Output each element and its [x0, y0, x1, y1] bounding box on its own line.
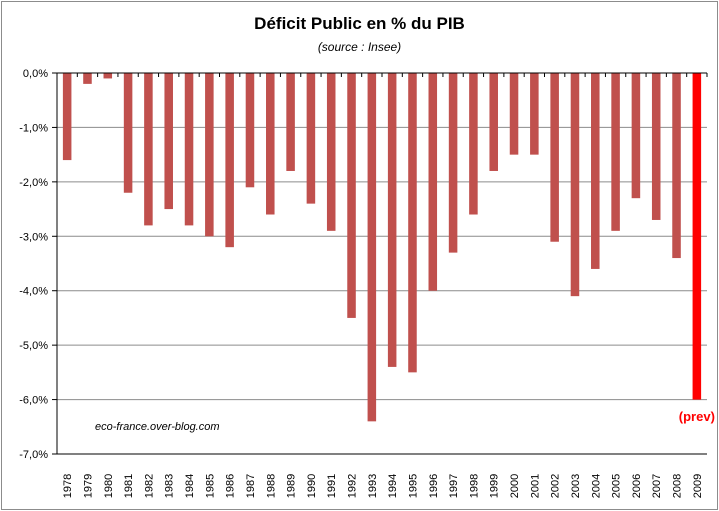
x-tick-label: 1993 — [367, 474, 379, 498]
chart-subtitle: (source : Insee) — [317, 40, 402, 54]
y-tick-label: 0,0% — [23, 68, 48, 80]
x-tick-label: 1984 — [184, 474, 196, 498]
x-tick-label: 2004 — [590, 474, 602, 498]
bar — [550, 73, 559, 242]
bar — [225, 73, 234, 248]
bar — [672, 73, 681, 259]
y-tick-label: -2,0% — [19, 177, 48, 189]
bar — [469, 73, 478, 215]
x-tick-label: 1992 — [347, 474, 359, 498]
x-tick-label: 1994 — [387, 474, 399, 498]
bar — [530, 73, 539, 155]
bar — [611, 73, 620, 231]
bar — [286, 73, 295, 171]
bar — [326, 73, 336, 231]
bar — [591, 73, 600, 269]
x-tick-label: 1996 — [428, 474, 440, 498]
bar — [489, 73, 498, 171]
bar — [144, 73, 153, 226]
x-tick-label: 1995 — [407, 474, 419, 498]
x-tick-label: 1979 — [82, 474, 94, 498]
bar — [631, 73, 641, 199]
watermark-text: eco-france.over-blog.com — [95, 421, 220, 433]
x-tick-label: 2007 — [651, 474, 663, 498]
bar — [245, 73, 255, 188]
bar — [428, 73, 438, 291]
x-tick-label: 1997 — [448, 474, 460, 498]
x-tick-label: 2003 — [570, 474, 582, 498]
x-tick-label: 2005 — [611, 474, 623, 498]
x-tick-label: 1983 — [164, 474, 176, 498]
bar — [123, 73, 133, 193]
y-tick-label: -7,0% — [19, 449, 48, 461]
bar — [306, 73, 316, 204]
x-tick-label: 2009 — [692, 474, 704, 498]
x-tick-label: 1985 — [204, 474, 216, 498]
y-tick-label: -3,0% — [19, 231, 48, 243]
x-tick-label: 2001 — [529, 474, 541, 498]
bar — [387, 73, 397, 367]
bar — [164, 73, 173, 210]
x-tick-label: 1990 — [306, 474, 318, 498]
x-tick-label: 1981 — [123, 474, 135, 498]
x-tick-label: 2008 — [672, 474, 684, 498]
y-tick-label: -1,0% — [19, 122, 48, 134]
bar — [367, 73, 377, 422]
bar — [83, 73, 92, 84]
bar — [509, 73, 519, 155]
y-tick-label: -5,0% — [19, 340, 48, 352]
x-tick-label: 1982 — [143, 474, 155, 498]
bar — [205, 73, 214, 237]
bar — [448, 73, 458, 253]
bar — [347, 73, 356, 318]
chart-title: Déficit Public en % du PIB — [254, 14, 465, 33]
x-tick-label: 1978 — [62, 474, 74, 498]
x-tick-label: 1988 — [265, 474, 277, 498]
bar — [692, 73, 702, 400]
bar — [408, 73, 417, 373]
x-tick-label: 2000 — [509, 474, 521, 498]
y-tick-label: -6,0% — [19, 395, 48, 407]
bar — [651, 73, 661, 220]
bar — [62, 73, 72, 161]
bar — [103, 73, 113, 79]
x-tick-label: 2006 — [631, 474, 643, 498]
x-tick-label: 1999 — [489, 474, 501, 498]
prev-label: (prev) — [679, 409, 715, 424]
x-tick-label: 1980 — [103, 474, 115, 498]
x-tick-label: 1987 — [245, 474, 257, 498]
bar — [570, 73, 580, 297]
x-tick-label: 2002 — [550, 474, 562, 498]
x-tick-label: 1986 — [225, 474, 237, 498]
x-tick-label: 1989 — [286, 474, 298, 498]
x-tick-label: 1998 — [468, 474, 480, 498]
bar — [266, 73, 275, 215]
y-tick-label: -4,0% — [19, 286, 48, 298]
bar — [184, 73, 194, 226]
x-tick-label: 1991 — [326, 474, 338, 498]
